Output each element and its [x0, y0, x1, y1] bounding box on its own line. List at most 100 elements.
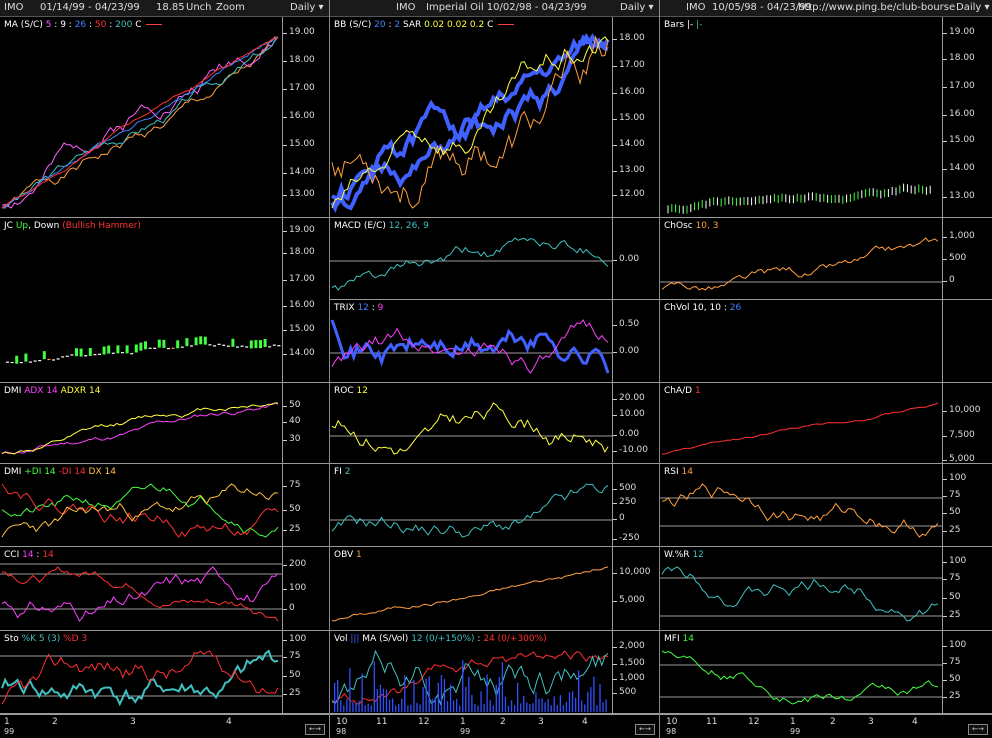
indicator-panel[interactable]: DMI +DI 14 -DI 14 DX 14 75 50 25 — [0, 464, 329, 547]
indicator-title[interactable]: ChVol 10, 10 : 26 — [664, 303, 741, 313]
volume-bar — [547, 698, 549, 712]
scroll-arrows-icon[interactable]: ←→ — [635, 724, 655, 735]
indicator-panel[interactable]: ChOsc 10, 3 1,000 500 0 — [660, 218, 992, 300]
y-axis[interactable]: 19.00 18.00 17.00 16.00 15.00 14.00 13.00 — [282, 17, 330, 217]
zoom-button[interactable]: Zoom — [216, 2, 245, 13]
indicator-title[interactable]: MA (S/C) 5 : 9 : 26 : 50 : 200 C — [4, 20, 163, 30]
indicator-panel[interactable]: DMI ADX 14 ADXR 14 50 40 30 — [0, 383, 329, 464]
indicator-panel[interactable]: Sto %K 5 (3) %D 3 100 75 50 25 — [0, 631, 329, 714]
scroll-arrows-icon[interactable]: ←→ — [305, 724, 325, 735]
indicator-title[interactable]: BB (S/C) 20 : 2 SAR 0.02 0.02 0.2 C — [334, 20, 515, 30]
indicator-panel[interactable]: OBV 1 10,000 5,000 — [330, 547, 659, 631]
period-dropdown[interactable]: Daily ▾ — [620, 2, 654, 13]
volume-bar — [364, 705, 366, 712]
indicator-panel[interactable]: BB (S/C) 20 : 2 SAR 0.02 0.02 0.2 C 18.0… — [330, 17, 659, 218]
y-axis[interactable]: 10,000 7,500 5,000 — [942, 383, 992, 464]
y-axis[interactable]: 100 75 50 25 — [282, 631, 330, 713]
indicator-panel[interactable]: Bars |- |- 19.00 18.00 17.00 16.00 15.00 14.00… — [660, 17, 992, 218]
indicator-panel[interactable]: Vol ||| MA (S/Vol) 12 (0/+150%) : 24 (0/… — [330, 631, 659, 714]
volume-bar — [587, 691, 589, 712]
y-axis[interactable]: 200 100 0 — [282, 547, 330, 630]
volume-bar — [340, 700, 342, 712]
scroll-arrows-icon[interactable]: ←→ — [968, 724, 988, 735]
indicator-panel[interactable]: MA (S/C) 5 : 9 : 26 : 50 : 200 C 19.00 18… — [0, 17, 329, 218]
volume-bar — [568, 692, 571, 712]
indicator-title-part: : — [368, 303, 378, 313]
indicator-panel[interactable]: CCI 14 : 14 200 100 0 — [0, 547, 329, 631]
indicator-line — [661, 566, 939, 622]
indicator-title[interactable]: DMI ADX 14 ADXR 14 — [4, 386, 100, 396]
y-axis[interactable]: 50 40 30 — [282, 383, 330, 463]
y-axis[interactable]: 2,000 1,500 1,000 500 — [612, 631, 660, 713]
y-tick-label: 500 — [613, 483, 636, 493]
volume-bar — [373, 661, 375, 712]
indicator-title[interactable]: Vol ||| MA (S/Vol) 12 (0/+150%) : 24 (0/… — [334, 634, 547, 644]
indicator-title[interactable]: DMI +DI 14 -DI 14 DX 14 — [4, 467, 116, 477]
y-axis[interactable]: 100 75 50 25 — [942, 464, 992, 546]
indicator-title[interactable]: CCI 14 : 14 — [4, 550, 54, 560]
volume-bar — [489, 700, 491, 712]
indicator-title[interactable]: MFI 14 — [664, 634, 694, 644]
indicator-title[interactable]: ChOsc 10, 3 — [664, 221, 718, 231]
volume-bar — [599, 684, 601, 712]
column-divider[interactable] — [329, 0, 330, 738]
period-dropdown[interactable]: Daily ▾ — [956, 2, 990, 13]
volume-bar — [520, 703, 522, 712]
indicator-panel[interactable]: MFI 14 100 75 50 25 — [660, 631, 992, 714]
y-tick-label: 12.00 — [613, 189, 645, 199]
indicator-title[interactable]: MACD (E/C) 12, 26, 9 — [334, 221, 429, 231]
website-url[interactable]: http://www.ping.be/club-bourse — [798, 2, 956, 13]
indicator-panel[interactable]: W.%R 12 100 75 50 25 — [660, 547, 992, 631]
indicator-panel[interactable]: JC Up, Down (Bullish Hammer) 19.00 18.00 17… — [0, 218, 329, 383]
period-dropdown[interactable]: Daily ▾ — [290, 2, 324, 13]
indicator-title-part: 0.02 — [424, 20, 445, 30]
y-tick-label: 16.00 — [613, 87, 645, 97]
indicator-panel[interactable]: ChA/D 1 10,000 7,500 5,000 — [660, 383, 992, 464]
candle-mark — [24, 353, 28, 362]
y-axis[interactable]: 1,000 500 0 — [942, 218, 992, 299]
indicator-title[interactable]: JC Up, Down (Bullish Hammer) — [4, 221, 141, 231]
y-axis[interactable]: 20.00 10.00 0.00 -10.00 — [612, 383, 660, 463]
y-axis[interactable]: 18.00 17.00 16.00 15.00 14.00 13.00 12.00 — [612, 17, 660, 217]
y-axis[interactable]: 10,000 5,000 — [612, 547, 660, 630]
volume-bar — [590, 687, 592, 712]
indicator-title[interactable]: Bars |- |- — [664, 20, 702, 30]
x-axis[interactable]: 10 11 12 1 2 3 4 98 99 ←→ — [330, 714, 659, 736]
y-axis[interactable]: 19.00 18.00 17.00 16.00 15.00 14.00 13.00 — [942, 17, 992, 217]
indicator-title[interactable]: ROC 12 — [334, 386, 368, 396]
indicator-title-part: |- — [686, 20, 694, 30]
indicator-panel[interactable]: FI 2 500 250 0 -250 — [330, 464, 659, 547]
y-tick-label: 14.00 — [283, 348, 315, 358]
column-header: IMO Imperial Oil 10/02/98 - 04/23/99 Dai… — [330, 0, 659, 17]
y-axis[interactable]: 0.50 0.00 — [612, 300, 660, 382]
indicator-title[interactable]: W.%R 12 — [664, 550, 704, 560]
candle-mark — [180, 346, 184, 348]
y-axis[interactable]: 500 250 0 -250 — [612, 464, 660, 546]
y-axis[interactable]: 100 75 50 25 — [942, 547, 992, 630]
indicator-title[interactable]: TRIX 12 : 9 — [334, 303, 383, 313]
indicator-title[interactable]: OBV 1 — [334, 550, 362, 560]
indicator-title[interactable]: FI 2 — [334, 467, 350, 477]
indicator-title[interactable]: Sto %K 5 (3) %D 3 — [4, 634, 87, 644]
column-divider[interactable] — [659, 0, 660, 738]
indicator-panel[interactable]: ROC 12 20.00 10.00 0.00 -10.00 — [330, 383, 659, 464]
volume-bar — [571, 691, 574, 712]
indicator-panel[interactable]: TRIX 12 : 9 0.50 0.00 — [330, 300, 659, 383]
change-status: Unch — [186, 2, 212, 13]
y-axis[interactable]: 75 50 25 — [282, 464, 330, 546]
y-axis[interactable] — [942, 300, 992, 382]
y-axis[interactable]: 100 75 50 25 — [942, 631, 992, 713]
volume-bar — [553, 696, 555, 712]
y-tick-label: 7,500 — [943, 430, 975, 440]
indicator-panel[interactable]: MACD (E/C) 12, 26, 9 0.00 — [330, 218, 659, 300]
indicator-panel[interactable]: ChVol 10, 10 : 26 — [660, 300, 992, 383]
indicator-panel[interactable]: RSI 14 100 75 50 25 — [660, 464, 992, 547]
y-axis[interactable]: 19.00 18.00 17.00 16.00 15.00 14.00 — [282, 218, 330, 382]
x-axis[interactable]: 1 2 3 4 99 ←→ — [0, 714, 329, 736]
indicator-title-part: (Bullish Hammer) — [59, 221, 141, 231]
indicator-title[interactable]: ChA/D 1 — [664, 386, 701, 396]
indicator-title[interactable]: RSI 14 — [664, 467, 693, 477]
y-axis[interactable]: 0.00 — [612, 218, 660, 299]
indicator-title-part: |- — [693, 20, 703, 30]
x-axis[interactable]: 10 11 12 1 2 3 4 98 99 ←→ — [660, 714, 992, 736]
